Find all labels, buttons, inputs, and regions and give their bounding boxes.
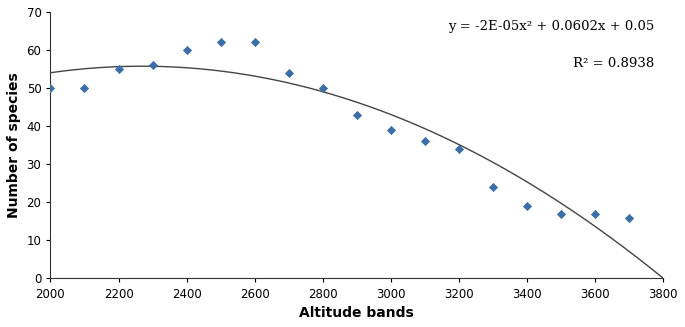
Text: R² = 0.8938: R² = 0.8938 bbox=[573, 57, 654, 70]
Point bbox=[181, 47, 192, 53]
Point bbox=[488, 184, 499, 190]
Point bbox=[113, 66, 124, 72]
Point bbox=[386, 127, 397, 132]
Point bbox=[215, 40, 226, 45]
Point bbox=[79, 85, 90, 91]
Point bbox=[419, 139, 430, 144]
Point bbox=[590, 211, 601, 216]
X-axis label: Altitude bands: Altitude bands bbox=[299, 306, 414, 320]
Point bbox=[453, 146, 464, 152]
Point bbox=[317, 85, 328, 91]
Point bbox=[284, 70, 295, 76]
Point bbox=[147, 63, 158, 68]
Y-axis label: Number of species: Number of species bbox=[7, 72, 21, 218]
Point bbox=[45, 85, 56, 91]
Point bbox=[249, 40, 260, 45]
Point bbox=[624, 215, 635, 220]
Point bbox=[521, 203, 532, 209]
Point bbox=[556, 211, 566, 216]
Text: y = -2E-05x² + 0.0602x + 0.05: y = -2E-05x² + 0.0602x + 0.05 bbox=[448, 20, 654, 33]
Point bbox=[351, 112, 362, 117]
